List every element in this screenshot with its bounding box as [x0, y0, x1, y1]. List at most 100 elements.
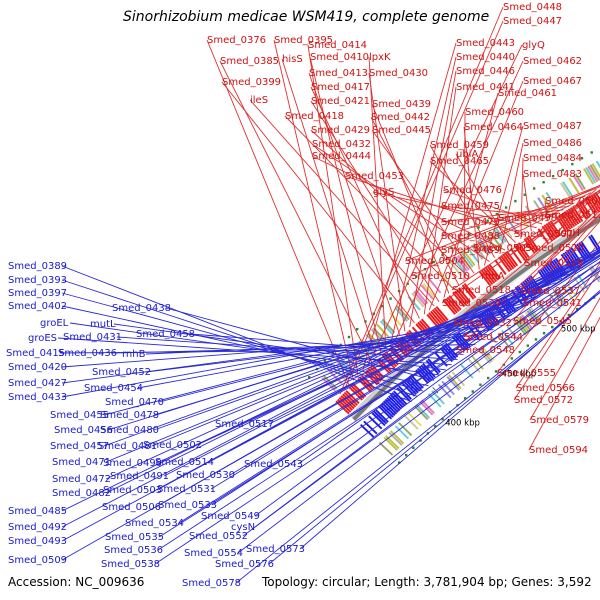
forward-gene-label: Smed_0417	[311, 82, 370, 93]
gc-dot	[433, 425, 437, 428]
forward-cds-track	[513, 245, 526, 261]
forward-cds-track	[563, 211, 576, 228]
reverse-cog-track	[556, 288, 569, 305]
forward-gene-label: glyS	[373, 187, 394, 198]
reverse-cog-track	[561, 284, 574, 301]
forward-gene-label: Smed_0443	[456, 38, 515, 49]
gc-dot	[397, 461, 401, 464]
reverse-gene-label: Smed_0431	[63, 332, 122, 343]
forward-cog-track	[562, 181, 574, 198]
red-leader-line	[362, 42, 457, 372]
forward-cds-track	[446, 296, 460, 312]
forward-gene-label: Smed_0462	[523, 56, 582, 67]
reverse-gene-label: Smed_0471	[52, 457, 111, 468]
reverse-cds-track	[359, 423, 375, 438]
forward-gene-label: Smed_0566	[516, 383, 575, 394]
gc-dot	[551, 325, 554, 329]
gc-dot	[575, 307, 579, 311]
forward-gene-label: Smed_0476	[443, 185, 502, 196]
red-leader-line	[309, 56, 382, 354]
red-leader-line	[249, 99, 435, 307]
forward-gene-label: Smed_0447	[503, 16, 562, 27]
reverse-cds-track	[368, 415, 383, 430]
gc-dot	[590, 151, 593, 154]
reverse-gene-label: Smed_0535	[105, 532, 164, 543]
reverse-cds-track	[377, 405, 393, 420]
forward-gene-label: Smed_0441	[456, 82, 515, 93]
reverse-gene-label: Smed_0493	[8, 536, 67, 547]
gc-dot	[459, 239, 462, 243]
gc-dot	[504, 206, 508, 209]
reverse-cog-track	[565, 281, 578, 298]
gc-dot	[415, 275, 418, 278]
forward-cog-track	[388, 312, 403, 327]
forward-gene-label: Smed_0532	[453, 318, 512, 329]
reverse-cds-track	[384, 398, 399, 413]
reverse-cds-track	[406, 377, 421, 392]
forward-cog-track	[415, 289, 429, 305]
forward-cog-track	[453, 258, 466, 274]
forward-gene-label: Smed_0385	[220, 56, 279, 67]
forward-cds-track	[431, 309, 446, 325]
accession-text: Accession: NC_009636	[8, 575, 144, 589]
blue-leader-line	[211, 254, 600, 506]
gc-dot	[580, 157, 584, 160]
gc-dot	[542, 181, 545, 184]
forward-cog-track	[587, 165, 599, 183]
gc-dot	[486, 219, 489, 222]
forward-cog-track	[466, 247, 480, 263]
reverse-gene-label: groES	[28, 333, 57, 344]
forward-gene-label: ileS	[250, 95, 268, 106]
red-leader-line	[522, 213, 600, 304]
forward-cds-track	[454, 290, 468, 306]
reverse-gene-label: Smed_0420	[8, 362, 67, 373]
blue-leader-line	[111, 343, 476, 354]
blue-leader-line	[235, 291, 600, 584]
forward-cds-track	[527, 235, 540, 252]
reverse-gene-label: Smed_0480	[100, 425, 159, 436]
red-leader-line	[472, 192, 592, 249]
blue-leader-line	[157, 261, 600, 551]
gc-dot	[518, 350, 521, 354]
reverse-gene-label: Smed_0478	[100, 410, 159, 421]
forward-gene-label: Smed_0528	[442, 298, 501, 309]
red-leader-line	[440, 205, 570, 223]
forward-gene-label: Smed_0399	[222, 77, 281, 88]
reverse-cds-track	[568, 248, 581, 265]
red-leader-line	[371, 103, 450, 294]
forward-cog-track	[488, 231, 501, 247]
red-leader-line	[372, 191, 537, 229]
forward-gene-label: Smed_0555	[497, 368, 556, 379]
gc-dot	[323, 359, 327, 363]
reverse-gene-label: rnhB	[122, 349, 146, 360]
gc-dot	[477, 226, 480, 229]
forward-gene-label: Smed_0520	[525, 243, 584, 254]
reverse-cog-track	[383, 436, 398, 451]
forward-gene-label: Smed_0572	[514, 395, 573, 406]
blue-leader-line	[299, 289, 600, 550]
forward-cog-track	[560, 182, 572, 199]
forward-cds-track	[500, 255, 513, 271]
gc-dot	[514, 199, 517, 203]
forward-cog-track	[411, 292, 425, 308]
forward-cds-track	[435, 306, 449, 322]
red-leader-line	[515, 262, 600, 389]
reverse-gene-label: Smed_0534	[125, 518, 184, 529]
gc-dot	[441, 417, 444, 421]
forward-cds-track	[537, 228, 550, 245]
reverse-gene-label: cysN	[231, 522, 255, 533]
forward-cds-track	[494, 259, 507, 275]
reverse-cog-track	[427, 393, 442, 408]
gc-dot	[479, 383, 482, 386]
gc-dot	[526, 344, 530, 347]
forward-cds-track	[498, 256, 511, 273]
reverse-gene-label: Smed_0552	[189, 531, 248, 542]
gc-dot	[456, 403, 459, 407]
forward-cds-track	[364, 371, 379, 386]
axis-tick-label: 450 kbp	[502, 370, 537, 380]
forward-cog-track	[585, 166, 597, 184]
reverse-cds-track	[386, 397, 401, 412]
red-leader-line	[463, 111, 466, 282]
gc-dot	[356, 327, 359, 331]
